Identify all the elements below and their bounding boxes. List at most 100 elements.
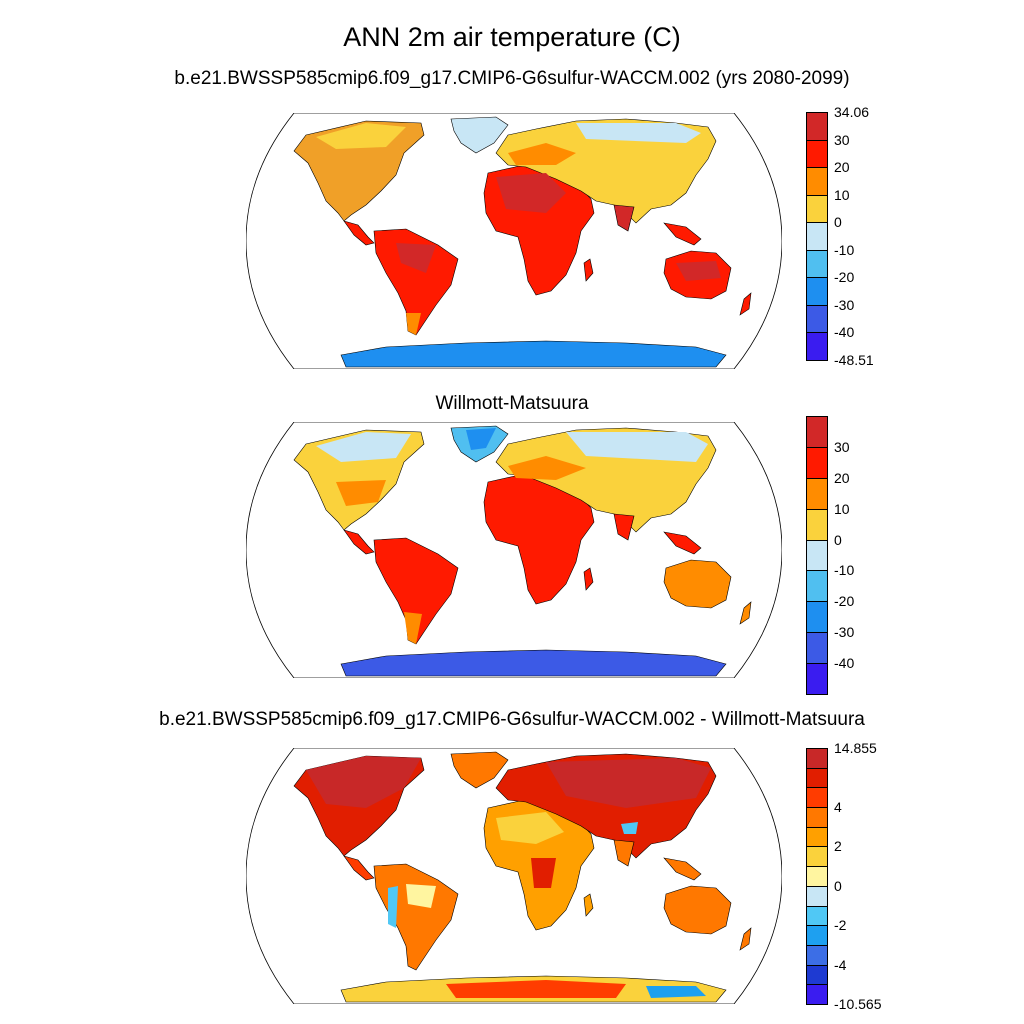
- colorbar-label: 30: [834, 438, 850, 455]
- colorbar-label: 20: [834, 469, 850, 486]
- north-america-cold-region: [316, 123, 406, 149]
- colorbar-swatch: [806, 416, 828, 448]
- north-america-region: [293, 120, 425, 222]
- panel-3-colorbar: -10.565 -4 -2 0 2 4 14.855: [806, 740, 881, 1012]
- colorbar-swatch: [806, 194, 828, 224]
- tibet-cool-region: [621, 822, 638, 834]
- colorbar-swatch: [806, 964, 828, 986]
- australia-hot-region: [676, 261, 721, 281]
- madagascar-region: [583, 567, 594, 591]
- colorbar-label: 14.855: [834, 740, 877, 756]
- north-america-strong-region: [306, 756, 421, 808]
- antarctica-strong-region: [446, 980, 626, 998]
- new-zealand-region: [739, 601, 752, 625]
- colorbar-swatch: [806, 826, 828, 848]
- panel-2-map: [246, 422, 782, 678]
- colorbar-label: 0: [834, 214, 842, 231]
- colorbar-swatch: [806, 508, 828, 541]
- colorbar-swatch: [806, 846, 828, 868]
- eurasia-strong-region: [546, 758, 711, 808]
- colorbar-label: 34.06: [834, 104, 870, 120]
- north-america-warm-region: [336, 480, 386, 506]
- india-region: [613, 839, 635, 867]
- colorbar-swatch: [806, 663, 828, 695]
- southeast-asia-region: [663, 531, 702, 555]
- colorbar-label: -20: [834, 593, 855, 610]
- africa-hot-region: [496, 173, 566, 213]
- south-america-tip-region: [404, 612, 422, 644]
- colorbar-label: 10: [834, 186, 850, 203]
- colorbar-swatch: [806, 601, 828, 634]
- greenland-ice-region: [466, 428, 496, 450]
- colorbar-label: -30: [834, 296, 855, 313]
- colorbar-swatch: [806, 139, 828, 169]
- colorbar-label: -40: [834, 324, 855, 341]
- amazon-mild-region: [406, 884, 436, 908]
- siberia-cold-region: [576, 123, 701, 143]
- colorbar-label: -10: [834, 562, 855, 579]
- europe-warm-region: [508, 456, 586, 480]
- panel-1-title: b.e21.BWSSP585cmip6.f09_g17.CMIP6-G6sulf…: [174, 68, 850, 89]
- europe-warm-region: [508, 143, 576, 165]
- india-region: [613, 204, 635, 232]
- andes-cool-region: [388, 886, 398, 928]
- colorbar-swatch: [806, 866, 828, 887]
- colorbar-label: 30: [834, 131, 850, 148]
- colorbar-label: 20: [834, 159, 850, 176]
- central-africa-strong-region: [531, 858, 556, 888]
- madagascar-region: [583, 893, 594, 917]
- australia-region: [663, 885, 732, 935]
- colorbar-label: 0: [834, 531, 842, 548]
- colorbar-swatch: [806, 112, 828, 141]
- south-america-hot-region: [396, 243, 436, 273]
- panel-1-map: [246, 113, 782, 369]
- colorbar-swatch: [806, 277, 828, 306]
- panel-2-title: Willmott-Matsuura: [435, 393, 589, 414]
- antarctica-region: [340, 649, 727, 677]
- north-america-cold-region: [316, 432, 411, 462]
- colorbar-label: -10: [834, 241, 855, 258]
- colorbar-swatch: [806, 249, 828, 279]
- colorbar-swatch: [806, 446, 828, 479]
- colorbar-label: 10: [834, 500, 850, 517]
- panel-2-colorbar: -40 -30 -20 -10 0 10 20 30: [806, 416, 854, 695]
- colorbar-label: -48.51: [834, 352, 874, 368]
- colorbar-swatch: [806, 807, 828, 828]
- colorbar-label: 0: [834, 877, 842, 894]
- panel-3-map: [246, 748, 782, 1004]
- colorbar-swatch: [806, 748, 828, 769]
- australia-region: [663, 559, 732, 609]
- colorbar-swatch: [806, 304, 828, 334]
- colorbar-label: -4: [834, 956, 847, 973]
- colorbar-swatch: [806, 984, 828, 1005]
- colorbar-label: -2: [834, 917, 847, 934]
- colorbar-swatch: [806, 539, 828, 572]
- antarctica-cool-region: [646, 986, 706, 998]
- colorbar-swatch: [806, 925, 828, 946]
- figure-title: ANN 2m air temperature (C): [343, 22, 681, 52]
- colorbar-swatch: [806, 767, 828, 789]
- siberia-cold-region: [566, 432, 708, 462]
- india-region: [613, 513, 635, 541]
- colorbar-label: -40: [834, 655, 855, 672]
- south-america-region: [373, 228, 459, 336]
- colorbar-swatch: [806, 222, 828, 251]
- new-zealand-region: [739, 927, 752, 951]
- greenland-region: [450, 751, 509, 789]
- colorbar-label: -20: [834, 269, 855, 286]
- colorbar-label: -10.565: [834, 996, 882, 1012]
- central-america-region: [343, 529, 375, 555]
- central-america-region: [343, 855, 375, 881]
- south-america-region: [373, 537, 459, 645]
- panel-3-title: b.e21.BWSSP585cmip6.f09_g17.CMIP6-G6sulf…: [159, 709, 865, 730]
- colorbar-swatch: [806, 632, 828, 665]
- colorbar-swatch: [806, 477, 828, 510]
- colorbar-swatch: [806, 787, 828, 809]
- colorbar-label: 4: [834, 799, 842, 816]
- colorbar-swatch: [806, 905, 828, 927]
- greenland-region: [450, 116, 509, 154]
- colorbar-label: -30: [834, 624, 855, 641]
- new-zealand-region: [739, 292, 752, 316]
- colorbar-swatch: [806, 332, 828, 361]
- southeast-asia-region: [663, 857, 702, 881]
